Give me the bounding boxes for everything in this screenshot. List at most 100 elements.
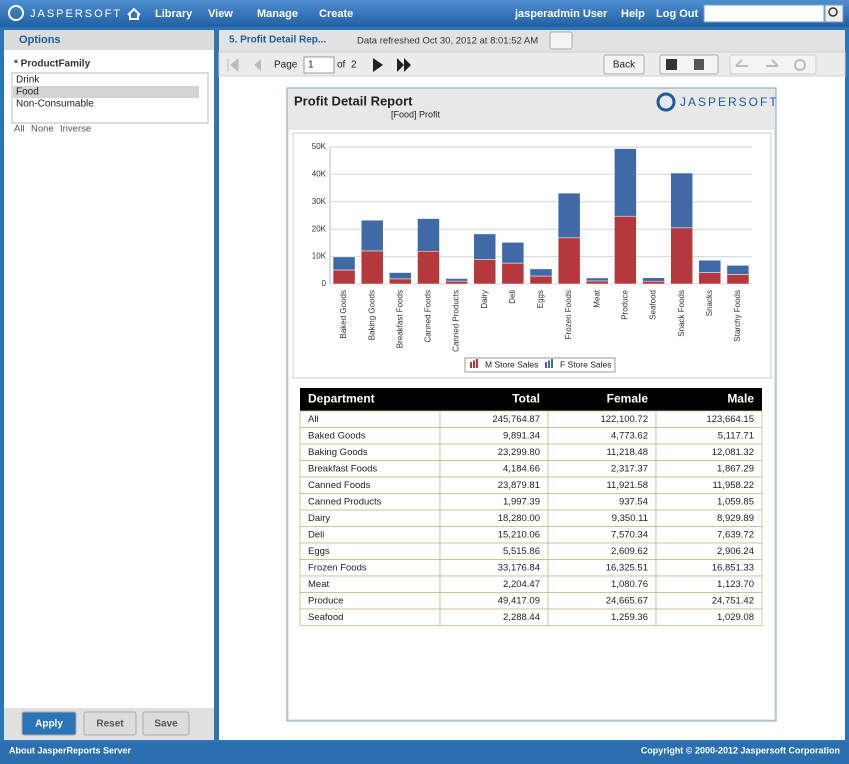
select-link[interactable]: All [14,124,25,135]
bar-segment [529,275,553,285]
page-count: 2 [351,60,357,71]
nav-item[interactable]: Library [155,8,193,20]
legend-label: F Store Sales [560,359,612,369]
select-link[interactable]: Inverse [60,124,91,135]
legend [464,357,616,373]
cell-text: 123,664.15 [706,414,754,425]
refresh-button[interactable] [549,31,573,50]
cell-text: 1,997.39 [503,496,540,507]
list-item[interactable]: Drink [16,75,40,86]
page-number[interactable]: 1 [308,60,314,71]
tab-bar [219,30,845,52]
cell-text: 24,665.67 [606,595,648,606]
next-page[interactable] [373,58,383,72]
first-page[interactable] [227,57,239,73]
button[interactable] [142,711,190,736]
cell-text: Canned Foods [308,480,371,491]
back-label[interactable]: Back [613,60,636,71]
footer-left[interactable]: About JasperReports Server [9,745,132,755]
cell-text: 18,280.00 [498,513,540,524]
button-label[interactable]: Save [154,719,178,730]
user-name[interactable]: jasperadmin User [514,8,608,20]
export-icon [694,59,704,70]
x-tick-label: Snack Foods [677,290,686,337]
nav-item[interactable]: View [208,8,233,20]
button-label[interactable]: Apply [35,719,63,730]
cell-text: 5,117.71 [718,430,754,441]
cell-text: 9,891.34 [503,430,540,441]
report-logo-icon [656,92,676,112]
bar-segment [445,280,468,285]
help-link[interactable]: Help [621,8,645,20]
legend-swatch [545,362,547,368]
cell-text: 2,906.24 [717,546,754,557]
cell-text: Seafood [308,612,343,623]
cell-text: 4,184.66 [503,463,540,474]
bar-segment [332,269,356,285]
legend-swatch [476,359,478,368]
back-button[interactable] [603,54,645,75]
column-header: Male [727,392,754,406]
x-tick-label: Eggs [536,290,545,308]
table-cell [655,608,763,626]
cell-text: Baked Goods [308,430,366,441]
list-item[interactable]: Non-Consumable [16,99,94,110]
logo: JASPERSOFT [30,8,122,20]
x-tick-label: Breakfast Foods [395,290,404,348]
bar-segment [529,268,553,277]
bar-segment [332,256,356,271]
undo-icon [735,59,748,67]
report-title: Profit Detail Report [294,93,413,108]
cell-text: Eggs [308,546,330,557]
prev-page[interactable] [254,59,261,71]
last-page[interactable] [397,58,411,72]
list-selection [13,86,199,98]
x-tick-label: Snacks [705,290,714,316]
save-icon [666,59,677,70]
select-link[interactable]: None [31,124,54,135]
bar-segment [501,262,525,285]
nav-item[interactable]: Manage [257,8,298,20]
cell-text: Produce [308,595,343,606]
logout-link[interactable]: Log Out [656,8,698,20]
cell-text: 11,921.58 [606,480,648,491]
undo-buttons[interactable] [729,54,817,75]
cell-text: Canned Products [308,496,382,507]
x-tick-label: Seafood [649,290,658,320]
cell-text: Dairy [308,513,330,524]
search-icon [828,7,838,17]
cell-text: 11,958.22 [712,480,754,491]
bar-segment [473,233,496,260]
options-panel [4,30,214,740]
home-icon[interactable] [127,7,141,20]
bar-segment [501,242,525,264]
list-item[interactable]: Food [16,87,39,98]
cell-text: Deli [308,529,324,540]
bar-segment [445,278,468,282]
cell-text: 12,081.32 [712,447,754,458]
legend-swatch [470,362,472,368]
nav-item[interactable]: Create [319,8,353,20]
bar-segment [670,227,693,285]
bar-segment [417,250,440,285]
y-tick-label: 20K [312,224,327,233]
button[interactable] [83,711,137,736]
cell-text: 5,515.86 [503,546,540,557]
column-header: Total [512,392,540,406]
search-box[interactable] [703,4,825,23]
page-input[interactable] [303,56,335,74]
legend-swatch [548,360,550,368]
cell-text: 2,204.47 [503,579,540,590]
cell-text: 33,176.84 [498,562,540,573]
cell-text: 7,570.34 [611,529,648,540]
button-label[interactable]: Reset [96,719,124,730]
logo-icon [8,5,24,21]
x-tick-label: Dairy [480,290,489,309]
report-logo: JASPERSOFT [680,95,779,109]
report-tab[interactable]: 5. Profit Detail Rep... [229,35,326,46]
footer [0,742,849,764]
legend-swatch [473,360,475,368]
y-tick-label: 40K [312,170,327,179]
button[interactable] [21,711,77,736]
